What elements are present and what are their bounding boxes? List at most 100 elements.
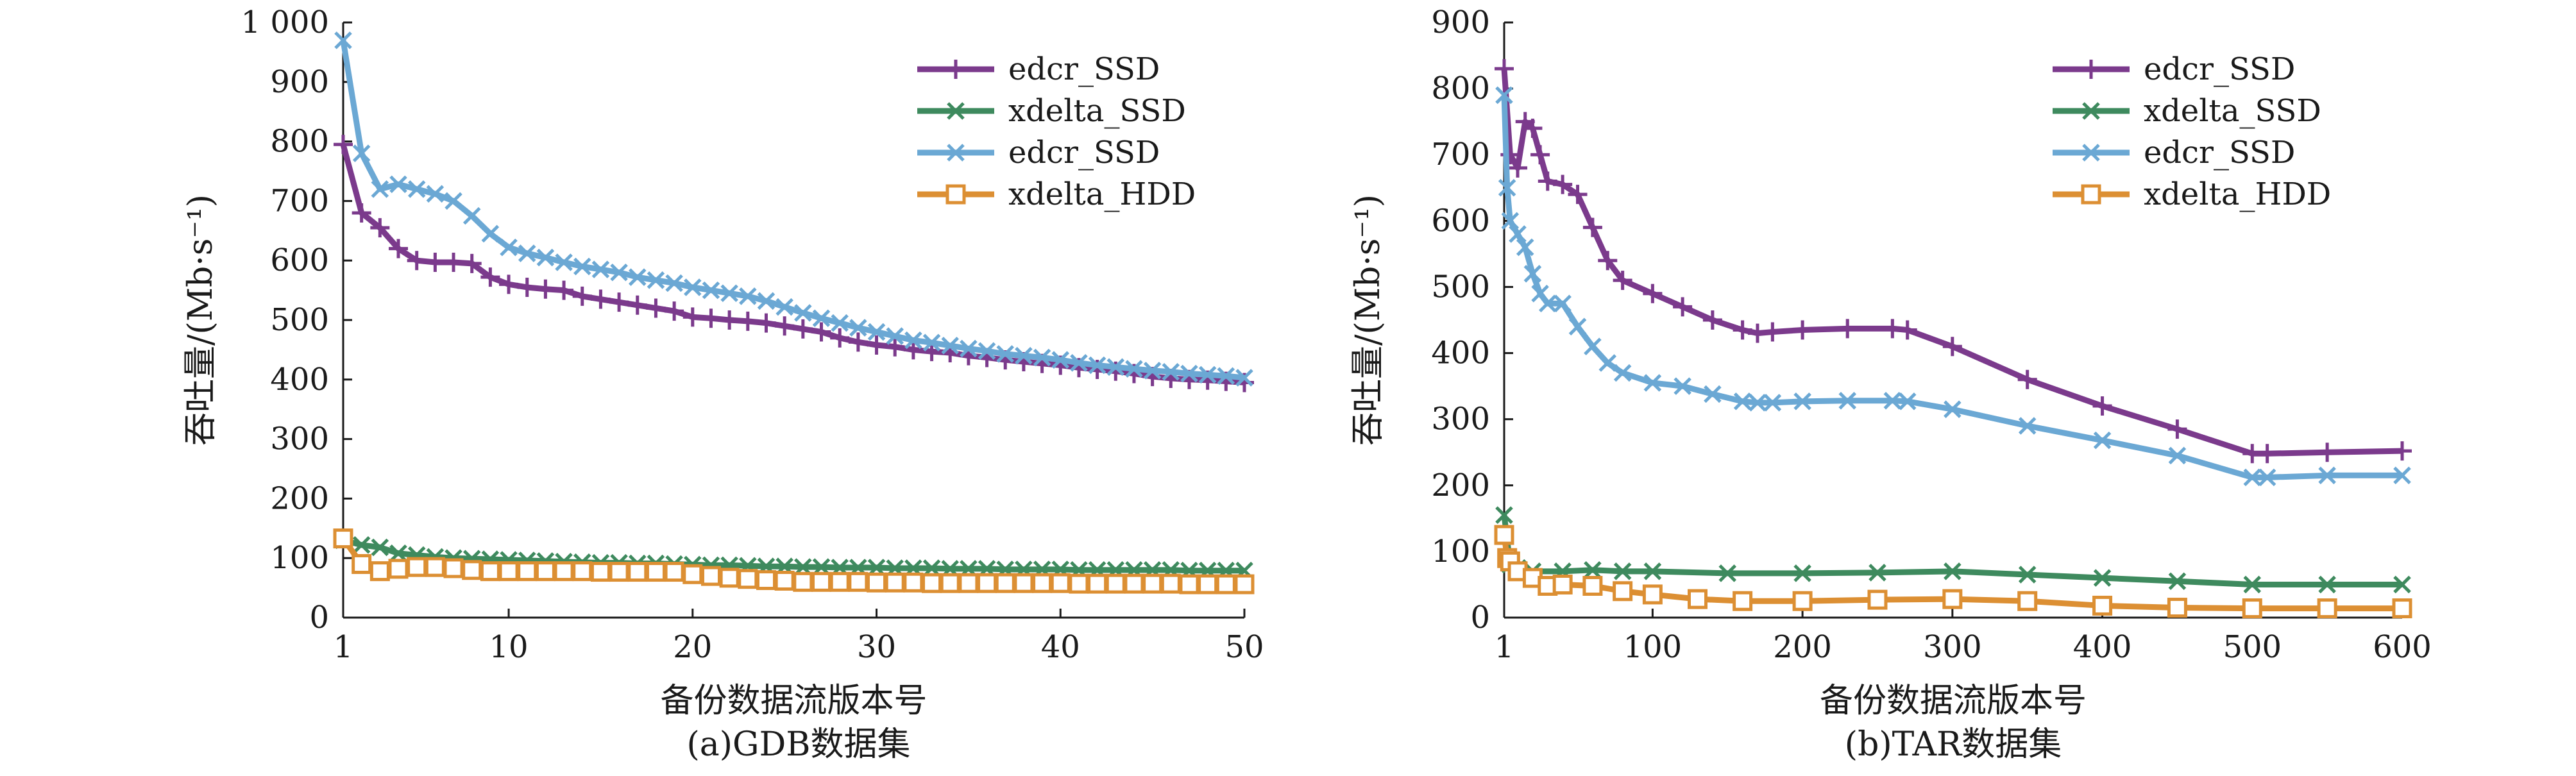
data-point xyxy=(848,571,869,592)
data-point xyxy=(591,289,611,309)
data-point xyxy=(2393,575,2411,594)
data-point xyxy=(978,342,996,360)
data-point xyxy=(1070,354,1088,372)
data-point xyxy=(867,323,886,341)
data-point xyxy=(977,573,997,593)
legend-marker xyxy=(947,144,965,162)
data-point xyxy=(627,562,648,582)
legend-label: xdelta_SSD xyxy=(1008,93,1186,129)
data-point xyxy=(1584,337,1602,356)
data-point xyxy=(702,281,720,299)
data-point xyxy=(572,286,592,306)
data-point xyxy=(903,340,923,360)
data-point xyxy=(1106,358,1125,376)
data-point xyxy=(1553,174,1573,194)
data-point xyxy=(2392,598,2412,619)
data-point xyxy=(775,316,795,336)
data-point xyxy=(1088,356,1106,375)
data-point xyxy=(1554,294,1572,312)
data-point xyxy=(1867,589,1888,610)
data-point xyxy=(462,253,482,273)
series-xdelta-ssd xyxy=(1495,506,2411,594)
data-point xyxy=(480,267,500,287)
y-tick-label: 100 xyxy=(1431,534,1490,569)
data-point xyxy=(756,570,776,591)
data-point xyxy=(389,239,409,258)
data-point xyxy=(1087,573,1108,594)
data-point xyxy=(940,573,960,593)
data-point xyxy=(2317,598,2337,619)
data-point xyxy=(665,274,683,292)
data-point xyxy=(1568,317,1587,336)
x-tick-label: 50 xyxy=(1224,629,1264,665)
data-point xyxy=(517,277,537,297)
data-point xyxy=(407,557,427,577)
data-point xyxy=(333,528,353,549)
data-point xyxy=(388,559,409,579)
legend-marker xyxy=(945,184,966,205)
data-point xyxy=(720,284,738,303)
data-point xyxy=(645,562,666,582)
data-point xyxy=(1763,322,1783,342)
y-tick-label: 700 xyxy=(270,183,329,219)
y-axis-title: 吞吐量/(Mb·s⁻¹) xyxy=(182,194,220,446)
data-point xyxy=(1643,283,1663,303)
data-point xyxy=(700,566,721,586)
data-point xyxy=(1883,392,1902,410)
data-point xyxy=(2093,569,2112,587)
data-point xyxy=(371,538,389,557)
data-point xyxy=(1584,561,1602,579)
data-point xyxy=(610,263,628,282)
y-tick-label: 0 xyxy=(1470,600,1490,636)
data-point xyxy=(426,185,445,203)
data-point xyxy=(1733,591,1753,611)
data-point xyxy=(2093,431,2112,450)
data-point xyxy=(941,337,959,355)
data-point xyxy=(1793,320,1813,340)
data-point xyxy=(1733,320,1752,340)
data-point xyxy=(1501,212,1520,230)
data-point xyxy=(590,562,611,582)
x-tick-label: 1 xyxy=(334,629,353,665)
data-point xyxy=(1582,217,1602,237)
data-point xyxy=(2018,417,2037,435)
data-point xyxy=(904,331,922,350)
x-tick-label: 1 xyxy=(1495,629,1514,665)
data-point xyxy=(1642,584,1663,605)
x-tick-label: 100 xyxy=(1623,629,1682,665)
series-edcr-ssd xyxy=(334,31,1253,387)
x-tick-label: 200 xyxy=(1773,629,1832,665)
data-point xyxy=(886,327,904,345)
data-point xyxy=(1494,525,1514,545)
y-tick-label: 500 xyxy=(1431,269,1490,305)
data-point xyxy=(885,337,905,357)
data-point xyxy=(1552,574,1573,595)
data-point xyxy=(2017,591,2038,611)
data-point xyxy=(1613,364,1632,382)
legend-marker xyxy=(2082,102,2100,120)
y-tick-label: 400 xyxy=(1431,335,1490,371)
data-point xyxy=(647,271,665,289)
data-point xyxy=(445,192,462,210)
data-point xyxy=(1124,573,1144,594)
data-point xyxy=(554,561,574,582)
y-tick-label: 500 xyxy=(270,302,329,338)
legend-marker xyxy=(946,60,965,79)
data-point xyxy=(407,251,427,271)
data-point xyxy=(1530,145,1550,165)
data-point xyxy=(555,253,573,271)
data-point xyxy=(443,558,464,578)
data-point xyxy=(665,301,684,321)
data-point xyxy=(609,292,629,312)
data-point xyxy=(2167,598,2187,618)
data-point xyxy=(646,298,666,318)
data-point xyxy=(352,536,371,554)
y-tick-label: 200 xyxy=(270,480,329,516)
data-point xyxy=(2092,396,2112,416)
data-point xyxy=(500,239,518,257)
legend-marker xyxy=(2081,60,2101,79)
data-point xyxy=(536,279,555,299)
data-point xyxy=(757,292,775,310)
data-point xyxy=(1898,392,1917,410)
